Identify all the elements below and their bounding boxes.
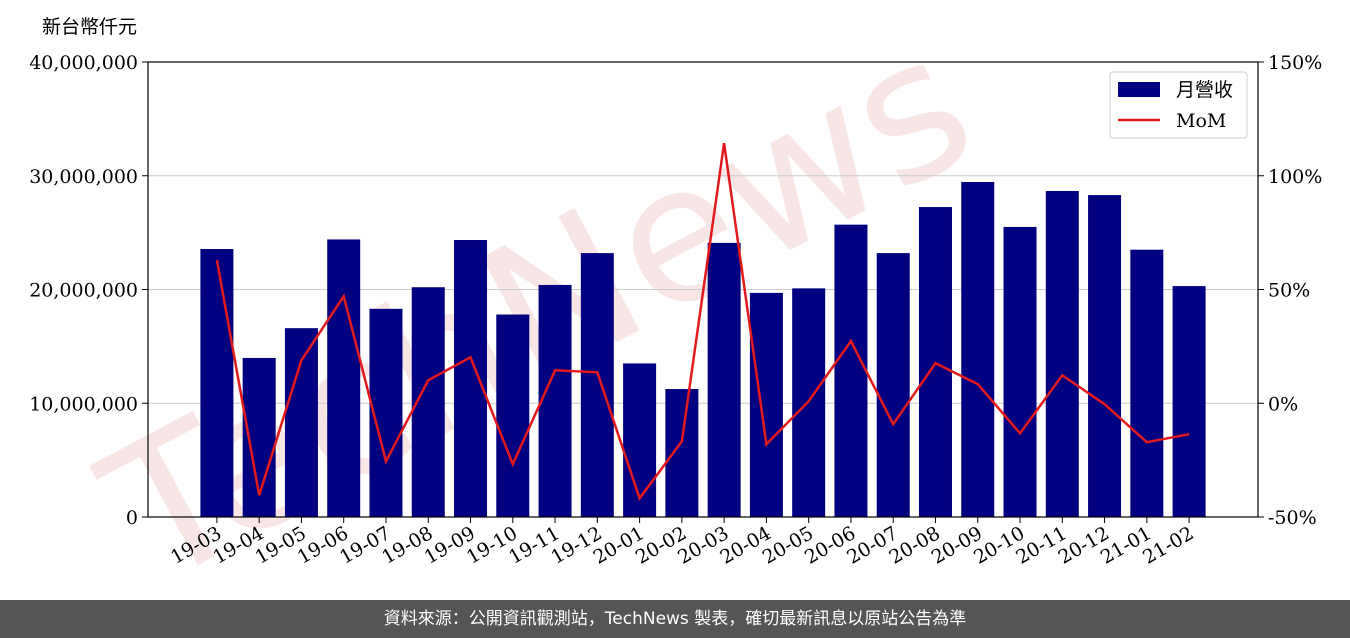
bar xyxy=(1045,190,1079,517)
bar xyxy=(749,292,783,517)
bar xyxy=(834,224,868,517)
y-tick-label: 30,000,000 xyxy=(29,166,138,188)
legend-swatch xyxy=(1118,82,1160,97)
legend: 月營收 MoM xyxy=(1109,71,1248,139)
y-axis-label: 新台幣仟元 xyxy=(42,16,137,38)
chart: TechNews 新台幣仟元 010,000,00020,000,00030,0… xyxy=(29,0,1322,600)
y-tick-label: 10,000,000 xyxy=(29,393,138,415)
line xyxy=(215,143,1190,501)
y2-tick-label: 50% xyxy=(1268,280,1310,302)
bar xyxy=(1088,195,1122,517)
bar xyxy=(876,253,910,517)
bar xyxy=(200,249,234,517)
bar xyxy=(961,182,995,517)
bar xyxy=(327,239,361,517)
y2-tick-label: 150% xyxy=(1268,52,1322,74)
bar xyxy=(369,308,403,517)
plot-frame xyxy=(147,61,1259,518)
y2-tick-label: 0% xyxy=(1268,393,1298,415)
bar xyxy=(580,253,614,517)
bar xyxy=(665,389,699,517)
bar xyxy=(707,242,741,518)
bar xyxy=(1003,226,1037,517)
legend-label: 月營收 xyxy=(1176,79,1233,101)
bar xyxy=(538,284,572,517)
bar xyxy=(1172,286,1206,517)
y2-tick-label: -50% xyxy=(1268,507,1317,529)
bar xyxy=(454,240,488,518)
footer: 資料來源：公開資訊觀測站，TechNews 製表，確切最新訊息以原站公告為準 xyxy=(0,600,1350,638)
bar xyxy=(496,314,530,517)
y2-tick-label: 100% xyxy=(1268,166,1322,188)
y-tick-label: 40,000,000 xyxy=(29,52,138,74)
bar xyxy=(284,328,318,517)
y-tick-label: 20,000,000 xyxy=(29,280,138,302)
legend-label: MoM xyxy=(1176,110,1226,132)
bar xyxy=(1130,249,1164,517)
y-tick-label: 0 xyxy=(126,507,138,529)
bar xyxy=(623,363,657,517)
